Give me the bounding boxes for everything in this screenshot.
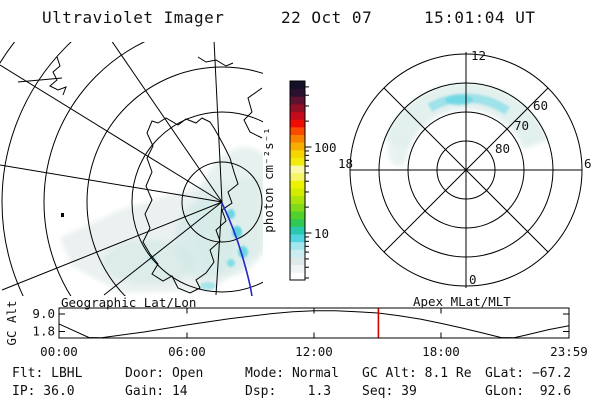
colorbar-tick-10: 10 (314, 226, 329, 241)
timeline-ylabel: GC Alt (4, 300, 19, 345)
mlt-label-12: 12 (471, 48, 486, 63)
colorbar-gradient (291, 81, 305, 280)
mlat-label-80: 80 (495, 141, 510, 156)
xtick-0000: 00:00 (40, 344, 78, 359)
uvi-display: Ultraviolet Imager 22 Oct 07 15:01:04 UT… (0, 0, 600, 400)
mlt-label-0: 0 (469, 272, 477, 287)
colorbar-units-label: photon cm⁻²s⁻¹ (261, 127, 276, 232)
ytick-9: 9.0 (32, 306, 55, 321)
xtick-1800: 18:00 (422, 344, 460, 359)
colorbar: 100 10 photon cm⁻²s⁻¹ (261, 81, 337, 280)
plot-scene: 100 10 photon cm⁻²s⁻¹ (0, 0, 600, 400)
colorbar-ticks (305, 87, 312, 278)
colorbar-tick-100: 100 (314, 140, 337, 155)
mlat-label-60: 60 (533, 98, 548, 113)
xtick-2359: 23:59 (550, 344, 588, 359)
apex-polar-panel: 12 18 6 0 80 70 60 (338, 48, 592, 288)
orbit-altitude-plot: 00:00 06:00 12:00 18:00 23:59 9.0 1.8 GC… (4, 300, 588, 359)
mlt-label-6: 6 (584, 156, 592, 171)
xtick-0600: 06:00 (168, 344, 206, 359)
ytick-18: 1.8 (32, 324, 55, 339)
mlt-label-18: 18 (338, 156, 353, 171)
xtick-1200: 12:00 (295, 344, 333, 359)
ground-station-marker (61, 213, 64, 217)
mlat-label-70: 70 (514, 118, 529, 133)
aurora-emission-left (60, 138, 293, 293)
